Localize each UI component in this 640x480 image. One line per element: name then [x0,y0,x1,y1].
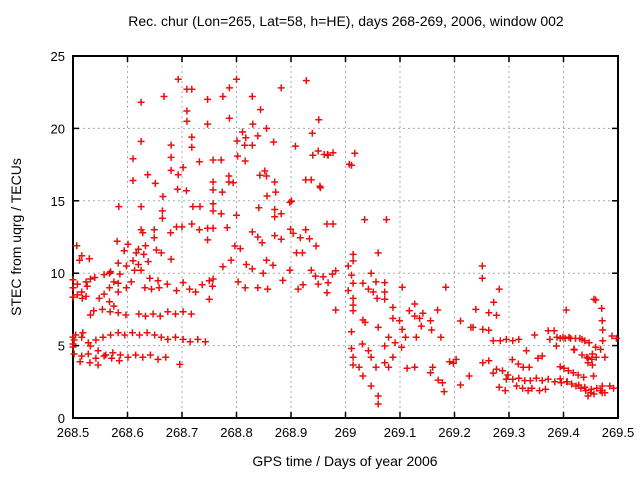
x-axis-label: GPS time / Days of year 2006 [252,453,437,469]
y-tick-label: 0 [58,411,65,426]
y-tick-label: 5 [58,339,65,354]
x-tick-label: 268.7 [166,425,199,440]
x-tick-label: 269 [335,425,357,440]
plot-area: 268.5 268.6 268.7 268.8 268.9 269 269.1 269.2 26… [51,49,635,440]
x-tick-label: 268.8 [220,425,253,440]
x-tick-label: 269.3 [493,425,526,440]
chart-title: Rec. chur (Lon=265, Lat=58, h=HE), days … [128,13,564,29]
x-tick-label: 269.5 [602,425,635,440]
x-tick-label: 268.5 [57,425,90,440]
y-tick-label: 10 [51,266,65,281]
y-tick-label: 15 [51,194,65,209]
y-tick-label: 20 [51,121,65,136]
y-axis-label: STEC from uqrg / TECUs [8,158,24,316]
x-tick-label: 269.2 [438,425,471,440]
x-tick-label: 269.1 [384,425,417,440]
y-tick-label: 25 [51,49,65,64]
x-tick-label: 268.9 [275,425,308,440]
x-tick-label: 268.6 [111,425,144,440]
x-tick-label: 269.4 [547,425,580,440]
scatter-points [69,75,620,408]
